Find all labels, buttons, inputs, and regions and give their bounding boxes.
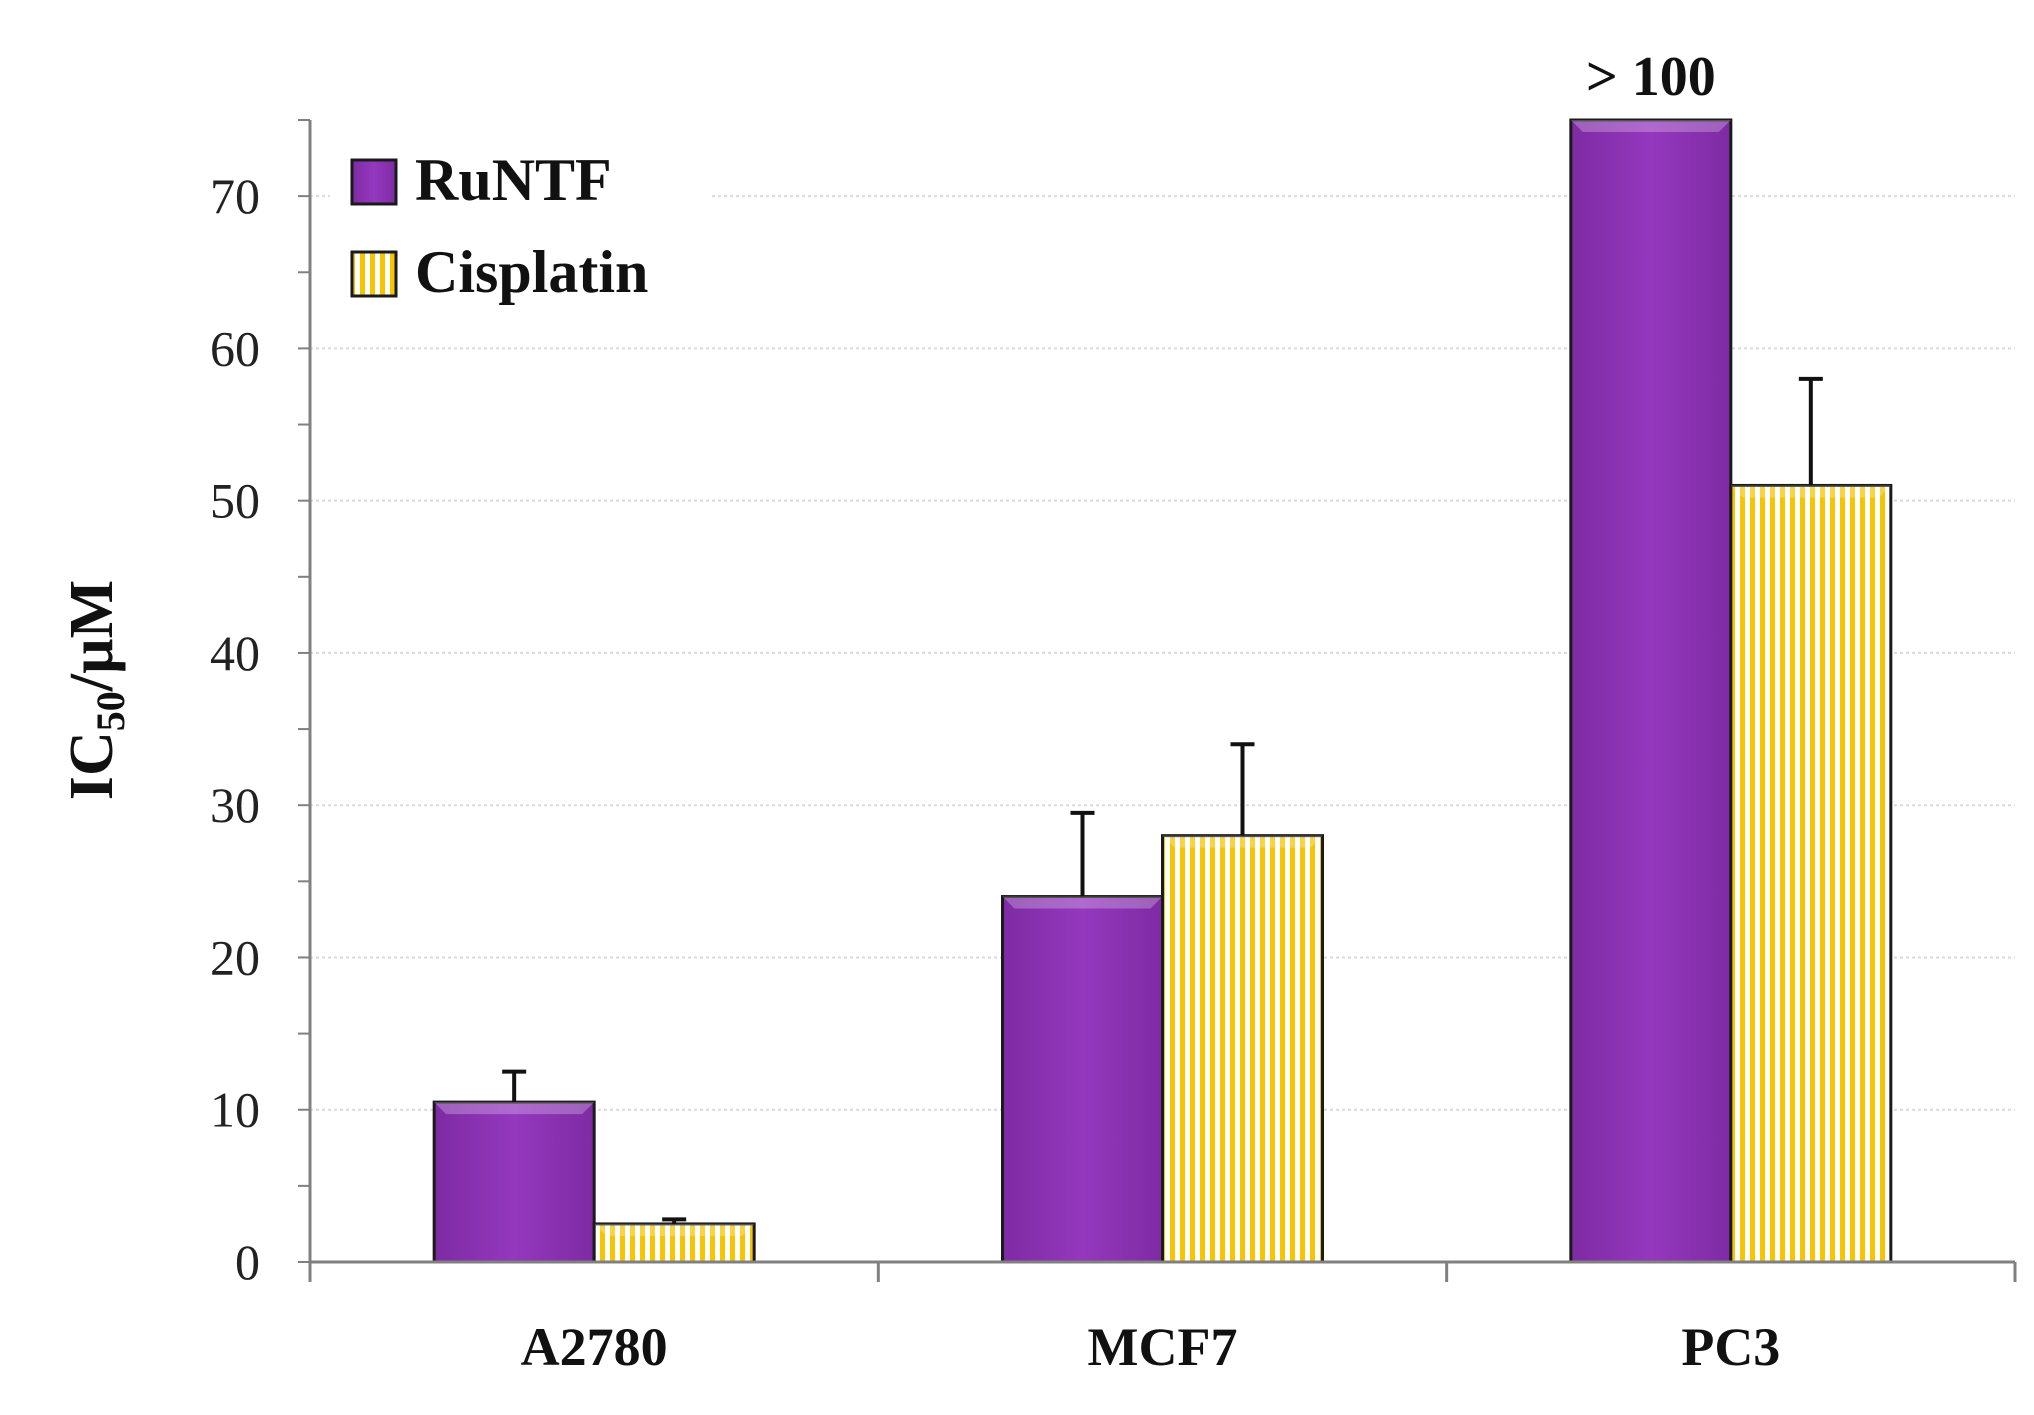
bar	[1161, 834, 1324, 1264]
y-axis-label: IC50/µM	[58, 580, 133, 800]
y-tick-label: 30	[210, 777, 260, 833]
y-tick-label: 40	[210, 625, 260, 681]
y-tick-label: 70	[210, 168, 260, 224]
y-tick-label: 10	[210, 1082, 260, 1138]
bar	[1729, 483, 1893, 1264]
bar	[1569, 118, 1733, 1264]
y-tick-label: 50	[210, 473, 260, 529]
bars-layer	[432, 118, 1893, 1264]
bar-bevel	[1002, 896, 1163, 909]
x-category-label: PC3	[1681, 1317, 1780, 1377]
bar-bevel	[1730, 485, 1891, 498]
bar-bevel	[1570, 120, 1731, 132]
legend-label: RuNTF	[415, 147, 612, 213]
bar-bevel	[434, 1102, 595, 1115]
bar	[1001, 895, 1164, 1264]
axes-layer	[298, 119, 2017, 1282]
legend-swatch	[350, 158, 398, 206]
legend-label: Cisplatin	[415, 239, 648, 305]
y-tick-label: 20	[210, 929, 260, 985]
legend-swatch	[350, 250, 398, 298]
legend: RuNTF Cisplatin	[330, 130, 710, 305]
x-category-label: A2780	[521, 1317, 668, 1377]
x-category-label: MCF7	[1088, 1317, 1238, 1377]
bar	[432, 1100, 596, 1264]
y-tick-label: 60	[210, 320, 260, 376]
bar-bevel	[1162, 835, 1323, 848]
bar-bevel	[594, 1223, 755, 1236]
y-tick-label: 0	[235, 1234, 260, 1290]
bar-annotation: > 100	[1586, 46, 1716, 108]
labels-layer: 0 10 20 30 40 50 60 70 A2780 MCF7 > 100 PC3 IC50/µM	[58, 46, 1780, 1377]
